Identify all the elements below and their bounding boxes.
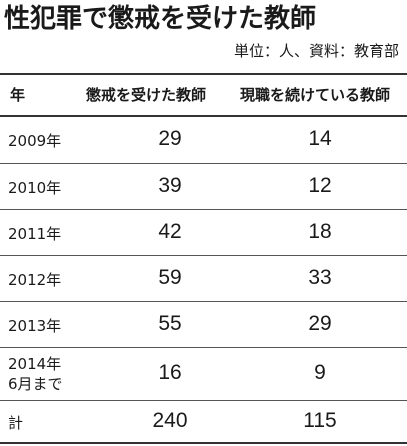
row-still-teaching-value: 18 (308, 220, 332, 243)
header-year: 年 (10, 86, 26, 104)
row-punished-value: 16 (158, 361, 182, 384)
row-year: 2014年 (8, 355, 62, 373)
table-title: 性犯罪で懲戒を受けた教師 (4, 4, 317, 34)
header-rule (0, 115, 407, 117)
row-still-teaching-value: 12 (308, 174, 332, 197)
row-still-teaching-value: 33 (308, 266, 332, 289)
row-year: 2012年 (8, 271, 62, 289)
row-year: 2013年 (8, 317, 62, 335)
row-divider (0, 163, 407, 164)
row-year: 2009年 (8, 132, 62, 150)
row-divider (0, 301, 407, 302)
header-still-teaching: 現職を続けている教師 (240, 86, 391, 104)
row-year: 2010年 (8, 179, 62, 197)
table-row-total: 計 240 115 (0, 401, 407, 442)
total-label: 計 (8, 414, 24, 432)
row-year-note: 6月まで (8, 375, 63, 393)
row-punished-value: 42 (158, 220, 182, 243)
table-row-2011: 2011年 42 18 (0, 210, 407, 255)
row-divider (0, 347, 407, 348)
row-punished-value: 29 (158, 127, 182, 150)
total-still-teaching-value: 115 (303, 409, 337, 432)
table-row-2014: 2014年 6月まで 16 9 (0, 348, 407, 400)
top-rule (0, 73, 407, 75)
row-divider (0, 255, 407, 256)
row-still-teaching-value: 29 (308, 312, 332, 335)
total-punished-value: 240 (152, 409, 188, 432)
table-row-2009: 2009年 29 14 (0, 117, 407, 163)
row-year: 2011年 (8, 225, 62, 243)
row-divider (0, 400, 407, 401)
header-punished-teachers: 懲戒を受けた教師 (86, 86, 207, 104)
bottom-rule (0, 442, 407, 444)
row-still-teaching-value: 9 (314, 361, 326, 384)
row-still-teaching-value: 14 (308, 127, 332, 150)
row-punished-value: 39 (158, 174, 182, 197)
table-row-2010: 2010年 39 12 (0, 164, 407, 209)
row-punished-value: 59 (158, 266, 182, 289)
table-row-2012: 2012年 59 33 (0, 256, 407, 301)
unit-source-note: 単位：人、資料：教育部 (233, 42, 399, 60)
row-divider (0, 209, 407, 210)
row-punished-value: 55 (158, 312, 182, 335)
table-row-2013: 2013年 55 29 (0, 302, 407, 347)
